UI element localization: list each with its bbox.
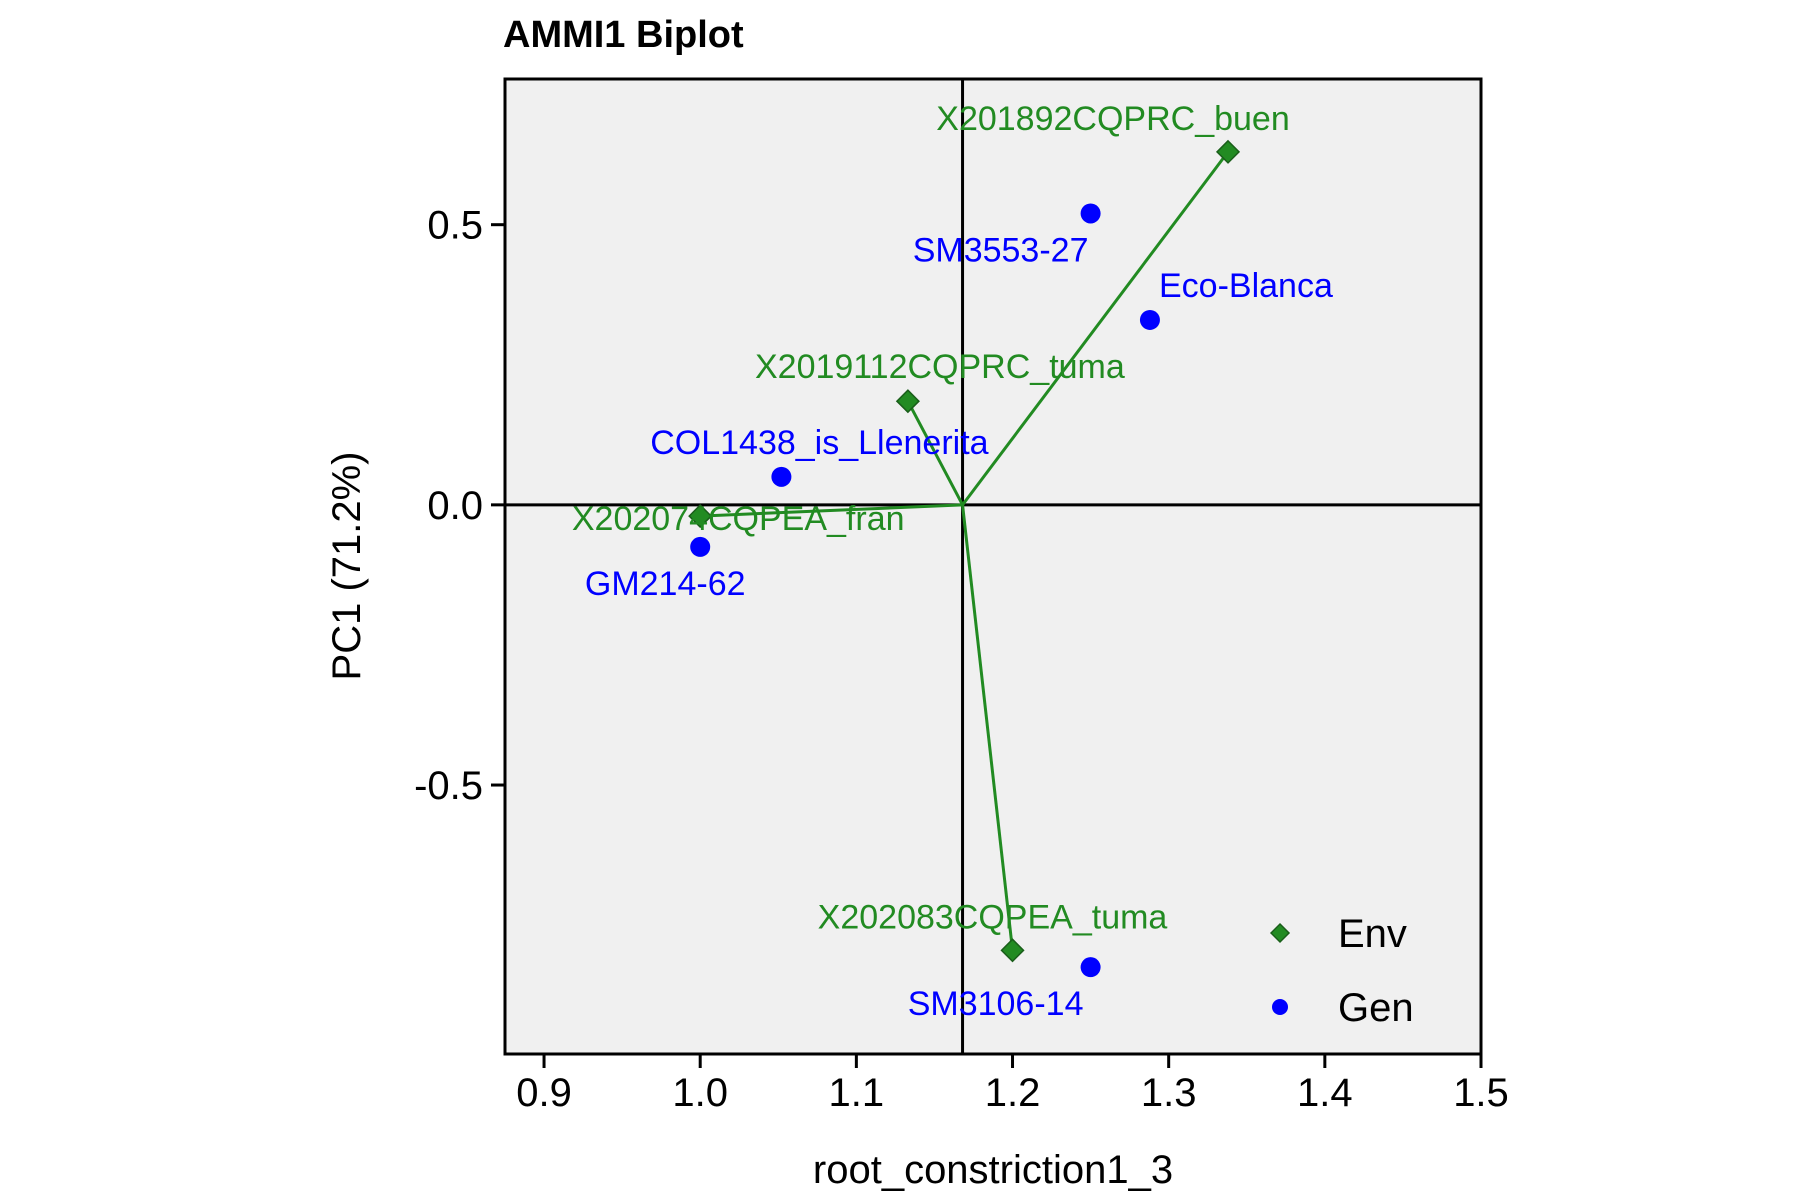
x-tick-label: 1.2 <box>985 1071 1041 1115</box>
env-label: X2019112CQPRC_tuma <box>755 348 1125 386</box>
gen-label: Eco-Blanca <box>1159 267 1333 305</box>
gen-point <box>690 536 711 557</box>
chart-title: AMMI1 Biplot <box>503 14 744 56</box>
env-point <box>1000 938 1025 963</box>
y-tick-label: -0.5 <box>414 764 483 808</box>
gen-point <box>1139 309 1160 330</box>
gen-point <box>1080 203 1101 224</box>
env-vector <box>961 150 1230 506</box>
y-axis-label: PC1 (71.2%) <box>325 452 369 681</box>
x-tick-label: 1.1 <box>829 1071 885 1115</box>
y-tick-label: 0.5 <box>427 204 483 248</box>
gen-point <box>1080 957 1101 978</box>
y-tick-label: 0.0 <box>427 484 483 528</box>
gen-label: COL1438_is_Llenerita <box>650 424 988 462</box>
env-label: X202074CQPEA_fran <box>572 500 905 538</box>
gen-label: SM3106-14 <box>908 985 1084 1023</box>
x-tick-label: 1.0 <box>672 1071 728 1115</box>
gen-label: SM3553-27 <box>913 231 1089 269</box>
x-tick-label: 1.4 <box>1297 1071 1353 1115</box>
env-point <box>688 504 713 529</box>
env-vector <box>700 503 963 518</box>
plot-frame <box>503 77 1483 1056</box>
env-point <box>1215 139 1241 164</box>
legend: Env Gen <box>1269 912 1414 1030</box>
legend-env-marker <box>1269 922 1291 944</box>
legend-label: Env <box>1338 912 1407 956</box>
env-vector <box>961 504 1015 951</box>
gen-point <box>771 466 792 487</box>
env-point <box>895 389 920 414</box>
x-tick-label: 1.5 <box>1453 1071 1509 1115</box>
plot-area <box>505 79 1481 1054</box>
env-label: X202083CQPEA_tuma <box>818 898 1168 936</box>
x-tick-label: 0.9 <box>516 1071 572 1115</box>
x-tick-label: 1.3 <box>1141 1071 1197 1115</box>
env-vector <box>906 400 964 506</box>
legend-label: Gen <box>1338 986 1414 1030</box>
env-label: X201892CQPRC_buen <box>936 100 1289 138</box>
x-axis-label: root_constriction1_3 <box>813 1148 1173 1192</box>
legend-gen-marker <box>1272 999 1288 1015</box>
gen-label: GM214-62 <box>585 565 746 603</box>
